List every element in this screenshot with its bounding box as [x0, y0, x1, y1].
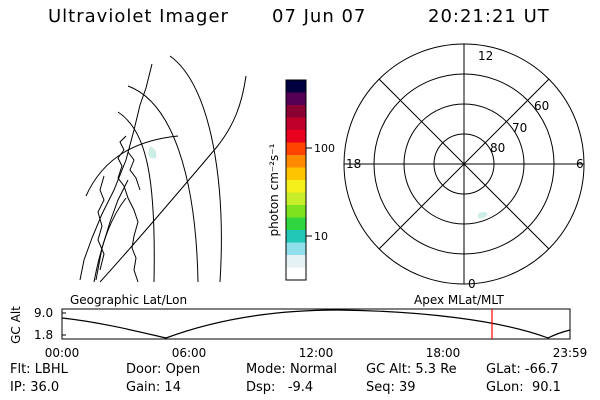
- colorbar-cell: [286, 192, 306, 206]
- info-glon-label: GLon:: [486, 380, 524, 395]
- info-flt-label: Flt:: [10, 362, 31, 377]
- time-label: 20:21:21 UT: [428, 6, 550, 27]
- time-tick-2359: 23:59: [553, 346, 588, 360]
- info-flt-value: LBHL: [34, 362, 68, 377]
- apex-map-label: Apex MLat/MLT: [414, 293, 504, 307]
- info-door-value: Open: [165, 362, 201, 377]
- mlat-label-80: 80: [490, 141, 505, 155]
- mlt-label-18: 18: [346, 157, 361, 171]
- altitude-curve: [61, 309, 571, 339]
- island-outline: [97, 175, 105, 271]
- coastline-detail: [127, 151, 141, 191]
- lat-arc-2: [127, 85, 199, 283]
- info-gcalt-value: 5.3 Re: [415, 362, 457, 377]
- alt-label-high: 9.0: [34, 306, 53, 320]
- colorbar-frame: [285, 79, 307, 281]
- geo-map-label: Geographic Lat/Lon: [70, 293, 187, 307]
- colorbar-cell: [286, 180, 306, 193]
- info-ip-value: 36.0: [30, 380, 60, 395]
- colorbar-cell: [286, 142, 306, 156]
- info-flt: Flt: LBHL: [10, 362, 68, 377]
- info-seq-value: 39: [399, 380, 416, 395]
- info-mode-value: Normal: [289, 362, 337, 377]
- colorbar-cell: [286, 130, 306, 143]
- info-gain-label: Gain:: [126, 380, 161, 395]
- time-tick-0000: 00:00: [45, 346, 80, 360]
- colorbar: 100 10 photon cm⁻²s⁻¹: [267, 79, 335, 281]
- lon-line-2: [95, 179, 129, 281]
- polar-plot: [343, 43, 585, 285]
- lat-arc-1: [117, 111, 155, 283]
- aurora-patch-apex: [478, 212, 488, 219]
- altitude-timeline: 9.0 1.8 GC Alt 00:00 06:00 12:00 18:00 2…: [9, 306, 587, 360]
- info-seq-label: Seq:: [366, 380, 395, 395]
- colorbar-cell: [286, 105, 306, 118]
- lon-line-3: [99, 75, 247, 283]
- timeline-frame: [61, 308, 571, 340]
- colorbar-cell: [286, 255, 306, 268]
- lat-arc-3: [169, 55, 222, 283]
- info-mode-label: Mode:: [246, 362, 286, 377]
- info-mode: Mode: Normal: [246, 362, 337, 377]
- info-dsp-label: Dsp:: [246, 380, 276, 395]
- info-glon-value: 90.1: [527, 380, 561, 395]
- mlt-label-12: 12: [478, 49, 493, 63]
- time-tick-1200: 12:00: [299, 346, 334, 360]
- info-gcalt: GC Alt: 5.3 Re: [366, 362, 457, 377]
- colorbar-cell: [286, 230, 306, 243]
- info-ip-label: IP:: [10, 380, 27, 395]
- colorbar-label-100: 100: [314, 142, 335, 155]
- info-glat-value: -66.7: [524, 362, 559, 377]
- mlat-label-70: 70: [512, 121, 527, 135]
- info-seq: Seq: 39: [366, 380, 416, 395]
- info-glat: GLat: -66.7: [486, 362, 559, 377]
- polar-labels: 12 18 6 0 60 70 80: [346, 49, 584, 291]
- mlt-label-6: 6: [576, 157, 584, 171]
- polar-diag-2: [378, 78, 550, 250]
- info-gcalt-label: GC Alt:: [366, 362, 412, 377]
- info-door: Door: Open: [126, 362, 200, 377]
- header: Ultraviolet Imager 07 Jun 07 20:21:21 UT: [0, 6, 600, 32]
- info-dsp-value: -9.4: [279, 380, 314, 395]
- colorbar-cell: [286, 167, 306, 181]
- colorbar-cells: [286, 80, 306, 281]
- colorbar-label-10: 10: [314, 230, 328, 243]
- instrument-title: Ultraviolet Imager: [48, 6, 229, 27]
- colorbar-cell: [286, 267, 306, 281]
- info-glon: GLon: 90.1: [486, 380, 561, 395]
- colorbar-unit: photon cm⁻²s⁻¹: [267, 143, 281, 236]
- colorbar-cell: [286, 205, 306, 218]
- info-glat-label: GLat:: [486, 362, 521, 377]
- date-label: 07 Jun 07: [272, 6, 367, 27]
- mlat-label-60: 60: [534, 99, 549, 113]
- colorbar-cell: [286, 155, 306, 168]
- lon-line-1: [79, 63, 153, 281]
- colorbar-cell: [286, 117, 306, 131]
- colorbar-cell: [286, 80, 306, 93]
- lat-arc-4: [85, 135, 179, 197]
- info-gain: Gain: 14: [126, 380, 181, 395]
- mlt-label-0: 0: [468, 277, 476, 291]
- colorbar-cell: [286, 242, 306, 256]
- timeline-y-label: GC Alt: [9, 306, 23, 344]
- time-tick-0600: 06:00: [172, 346, 207, 360]
- geographic-map: [79, 55, 247, 283]
- aurora-patch-geo: [148, 146, 157, 159]
- timeline-x-ticks: 00:00 06:00 12:00 18:00 23:59: [45, 346, 588, 360]
- colorbar-cell: [286, 217, 306, 231]
- time-tick-1800: 18:00: [426, 346, 461, 360]
- info-dsp: Dsp: -9.4: [246, 380, 313, 395]
- alt-label-low: 1.8: [34, 328, 53, 342]
- coastline: [117, 135, 139, 283]
- info-gain-value: 14: [164, 380, 181, 395]
- info-door-label: Door:: [126, 362, 162, 377]
- lon-line-4: [93, 197, 127, 283]
- colorbar-cell: [286, 92, 306, 106]
- info-ip: IP: 36.0: [10, 380, 59, 395]
